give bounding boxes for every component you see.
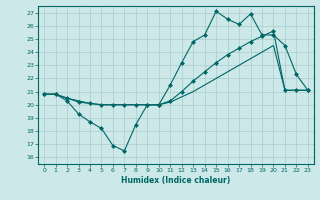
X-axis label: Humidex (Indice chaleur): Humidex (Indice chaleur) (121, 176, 231, 185)
